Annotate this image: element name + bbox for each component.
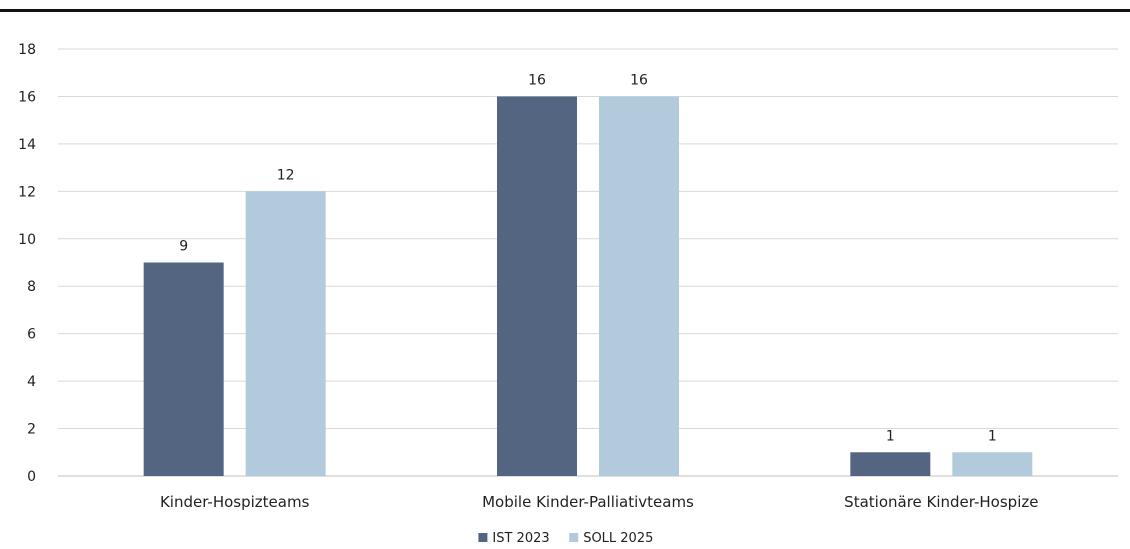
gridlines [58, 48, 1118, 477]
bar-soll-2025 [599, 96, 679, 476]
y-tick-label: 10 [18, 232, 36, 248]
y-tick-label: 6 [27, 327, 36, 343]
bar-ist-2023 [497, 96, 577, 476]
legend-label: IST 2023 [492, 531, 549, 546]
bar-value-label: 12 [277, 167, 295, 183]
y-tick-label: 4 [27, 374, 36, 390]
y-tick-label: 8 [27, 279, 36, 295]
bar-ist-2023 [850, 452, 931, 476]
legend: IST 2023 SOLL 2025 [478, 531, 653, 546]
y-tick-label: 14 [18, 137, 36, 153]
legend-swatch-ist-2023 [478, 533, 488, 542]
x-axis: Kinder-Hospizteams Mobile Kinder-Palliati… [160, 493, 1039, 511]
y-tick-label: 18 [18, 42, 36, 58]
bars [143, 96, 1033, 477]
legend-label: SOLL 2025 [583, 531, 653, 546]
bar-value-label: 9 [179, 239, 188, 255]
y-tick-label: 16 [18, 89, 36, 105]
x-category-label: Kinder-Hospizteams [160, 493, 310, 511]
bar-value-label: 1 [988, 428, 997, 444]
y-tick-label: 12 [18, 184, 36, 200]
y-tick-label: 0 [27, 469, 36, 485]
bar-value-label: 16 [528, 72, 546, 88]
y-axis: 0 2 4 6 8 10 12 14 16 18 [18, 42, 36, 485]
bar-soll-2025 [245, 191, 326, 477]
data-labels: 9 12 16 16 1 1 [179, 72, 997, 444]
bar-value-label: 1 [886, 428, 895, 444]
x-category-label: Mobile Kinder-Palliativteams [482, 493, 694, 511]
top-rule [0, 9, 1130, 12]
bar-ist-2023 [143, 262, 224, 476]
legend-swatch-soll-2025 [569, 533, 579, 542]
x-category-label: Stationäre Kinder-Hospize [844, 493, 1038, 511]
bar-value-label: 16 [630, 72, 648, 88]
bar-soll-2025 [952, 452, 1033, 476]
y-tick-label: 2 [27, 422, 36, 438]
